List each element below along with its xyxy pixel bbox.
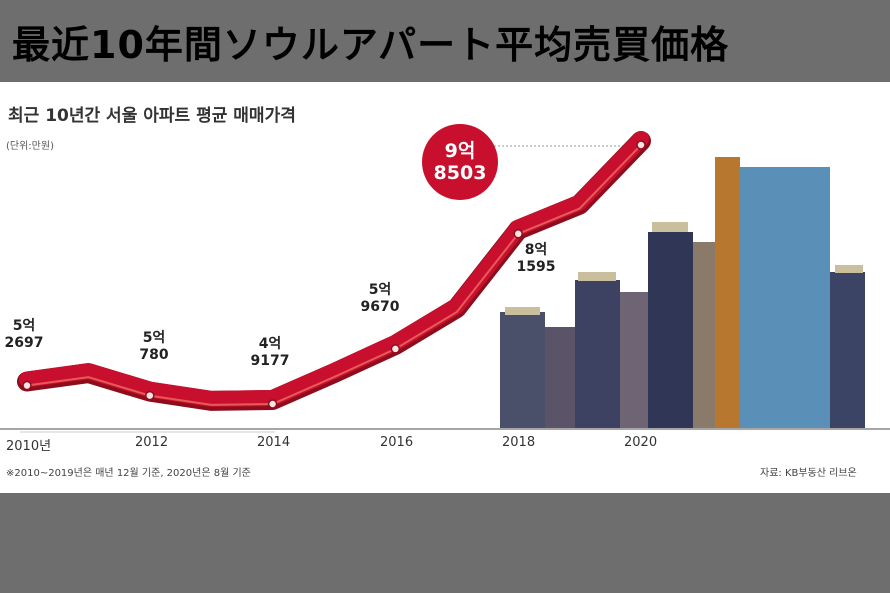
series-line <box>17 131 651 411</box>
chart-title: 최근 10년간 서울 아파트 평균 매매가격 <box>8 106 296 126</box>
data-label-2020-bubble: 9억 8503 <box>422 124 498 200</box>
series-ribbon <box>19 131 649 407</box>
footnote: ※2010~2019년은 매년 12월 기준, 2020년은 8월 기준 <box>6 468 251 479</box>
buildings-illustration <box>500 157 865 428</box>
unit-note: (단위:만원) <box>6 141 54 152</box>
page-title: 最近10年間ソウルアパート平均売買価格 <box>12 23 730 67</box>
x-tick-2018: 2018 <box>502 435 536 450</box>
x-tick-2014: 2014 <box>257 435 291 450</box>
data-point-2020 <box>636 140 646 150</box>
data-point-2014 <box>267 399 278 409</box>
x-tick-2016: 2016 <box>380 435 414 450</box>
data-label-2012: 5억 780 <box>139 330 169 363</box>
series-line-edge <box>26 144 642 406</box>
source-note: 자료: KB부동산 리브온 <box>760 468 857 479</box>
data-point-2016 <box>390 344 401 354</box>
data-point-2018 <box>513 229 523 239</box>
header-bar: 最近10年間ソウルアパート平均売買価格 <box>0 0 890 82</box>
data-label-2014: 4억 9177 <box>250 336 290 369</box>
data-label-2016: 5억 9670 <box>360 282 400 315</box>
x-tick-2010: 2010년 <box>6 439 52 454</box>
chart-panel: 최근 10년간 서울 아파트 평균 매매가격 (단위:만원) 5억 2697 5억… <box>0 82 890 493</box>
data-point-2012 <box>145 390 155 401</box>
x-tick-2012: 2012 <box>135 435 169 450</box>
data-point-2010 <box>22 380 32 391</box>
x-tick-2020: 2020 <box>624 435 658 450</box>
data-label-2010: 5억 2697 <box>4 318 44 351</box>
line-chart <box>0 131 890 433</box>
data-label-2018: 8억 1595 <box>516 242 556 275</box>
